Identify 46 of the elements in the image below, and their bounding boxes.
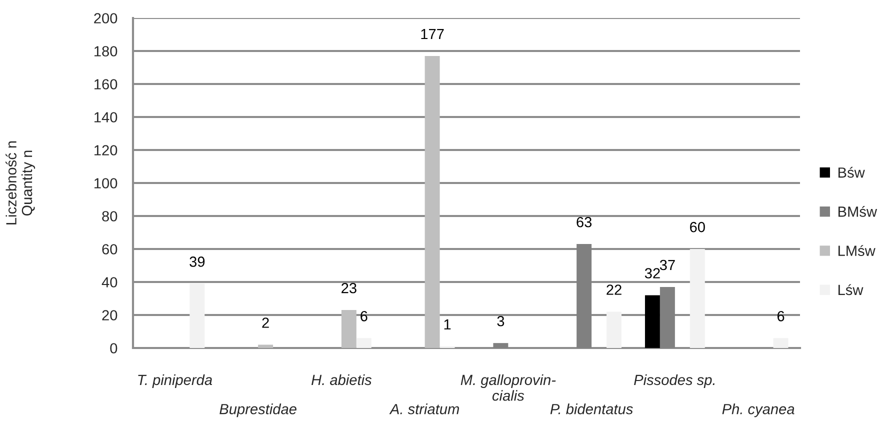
x-tick-label: Buprestidae <box>220 404 296 418</box>
data-label: 177 <box>421 29 444 40</box>
data-label: 22 <box>606 284 622 295</box>
y-tick-label: 0 <box>110 343 118 354</box>
bar <box>258 344 274 348</box>
data-label: 6 <box>360 311 368 322</box>
legend-label: Bśw <box>838 166 865 178</box>
legend-label: Lśw <box>838 284 864 296</box>
y-tick-label: 180 <box>94 46 118 56</box>
y-tick-label: 80 <box>102 211 118 222</box>
y-tick-label: 160 <box>94 79 118 90</box>
y-tick-label: 200 <box>94 13 118 24</box>
data-label: 39 <box>190 256 205 267</box>
y-tick-label: 140 <box>94 112 118 122</box>
data-label: 63 <box>576 216 592 228</box>
y-tick-label: 40 <box>102 277 118 288</box>
data-label: 23 <box>342 282 356 294</box>
x-tick-label: A. striatum <box>389 404 459 414</box>
x-tick-label: Pissodes sp. <box>634 374 714 388</box>
data-label: 1 <box>444 319 451 330</box>
y-tick-label: 20 <box>102 310 118 320</box>
y-tick-label: 120 <box>94 145 118 156</box>
y-axis-title: Liczebność n Quantity n <box>6 141 36 224</box>
x-tick-label: T. piniperda <box>138 374 212 388</box>
bar <box>356 338 372 348</box>
x-tick-label: P. bidentatus <box>550 404 633 414</box>
y-tick-label: 60 <box>102 244 118 254</box>
data-label: 32 <box>644 268 660 278</box>
bar <box>606 312 622 348</box>
data-label: 37 <box>660 260 675 270</box>
data-label: 6 <box>777 311 784 322</box>
legend-label: LMśw <box>838 245 876 256</box>
x-tick-label: Ph. cyanea <box>722 404 794 418</box>
bar <box>424 56 440 348</box>
bar <box>773 338 788 348</box>
data-label: 2 <box>262 318 269 328</box>
x-tick-label: M. galloprovin- cialis <box>460 374 556 401</box>
bar <box>341 310 356 348</box>
bar <box>190 284 205 348</box>
x-tick-label: H. abietis <box>311 374 372 386</box>
y-tick-label: 100 <box>94 178 118 188</box>
legend-label: BMśw <box>838 206 878 217</box>
data-label: 3 <box>497 316 504 326</box>
bar <box>644 295 660 348</box>
data-label: 60 <box>690 222 705 232</box>
bar <box>690 249 705 348</box>
